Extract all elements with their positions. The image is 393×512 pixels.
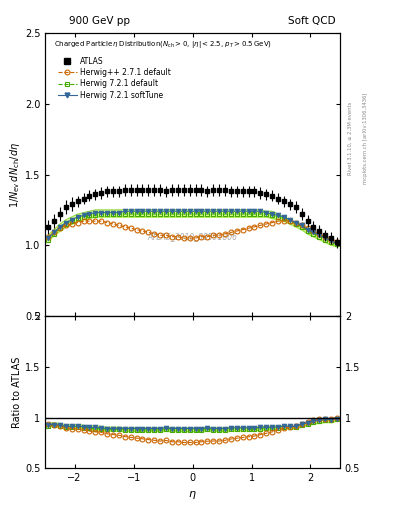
Text: Charged Particle$\eta$ Distribution($N_{\rm ch}>0,\,|\eta|<2.5,\,p_T>0.5\,$GeV): Charged Particle$\eta$ Distribution($N_{… <box>54 39 272 50</box>
Text: 900 GeV pp: 900 GeV pp <box>69 15 130 26</box>
Y-axis label: $1/N_{\rm ev}\,dN_{\rm ch}/d\eta$: $1/N_{\rm ev}\,dN_{\rm ch}/d\eta$ <box>8 141 22 207</box>
Y-axis label: Ratio to ATLAS: Ratio to ATLAS <box>12 356 22 428</box>
X-axis label: $\eta$: $\eta$ <box>188 489 197 501</box>
Text: ATLAS_2010_S8591806: ATLAS_2010_S8591806 <box>147 232 238 241</box>
Text: Soft QCD: Soft QCD <box>288 15 336 26</box>
Legend: ATLAS, Herwig++ 2.7.1 default, Herwig 7.2.1 default, Herwig 7.2.1 softTune: ATLAS, Herwig++ 2.7.1 default, Herwig 7.… <box>58 57 171 100</box>
Text: mcplots.cern.ch [arXiv:1306.3436]: mcplots.cern.ch [arXiv:1306.3436] <box>363 93 368 184</box>
Text: Rivet 3.1.10, ≥ 2.3M events: Rivet 3.1.10, ≥ 2.3M events <box>347 101 352 175</box>
